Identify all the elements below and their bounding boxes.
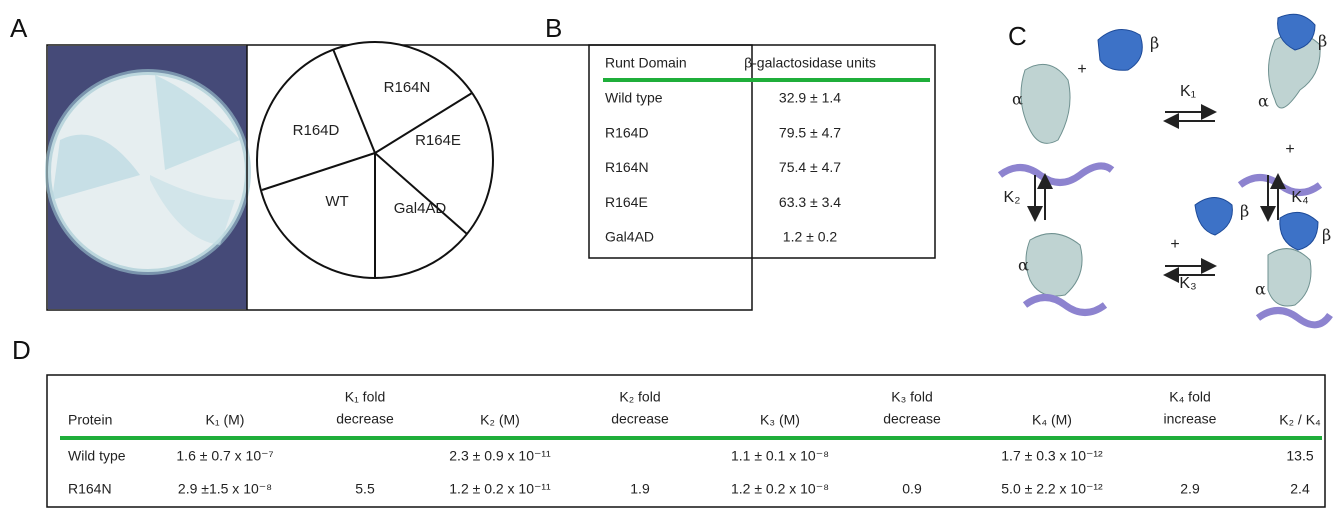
alpha-label: α [1018,256,1029,275]
alpha-protein [1268,249,1311,306]
table-cell: 0.9 [902,481,922,497]
table-cell: 2.9 ±1.5 x 10⁻⁸ [178,481,272,497]
table-d: Protein K₁ (M) K₁ fold decrease K₂ (M) K₂ fol… [47,375,1325,507]
beta-protein [1280,212,1318,250]
column-header: K₃ (M) [760,412,800,428]
alpha-label: α [1012,90,1023,109]
column-header: decrease [883,411,941,427]
table-cell: 2.4 [1290,481,1310,497]
table-cell: 1.2 ± 0.2 [783,229,838,245]
column-header: K₃ fold [891,389,933,405]
beta-label: β [1150,34,1159,53]
rate-constant: K₄ [1291,189,1308,206]
table-cell: Wild type [68,448,126,464]
sector-label: R164N [384,79,431,96]
beta-protein [1098,30,1142,71]
table-cell: 1.1 ± 0.1 x 10⁻⁸ [731,448,829,464]
column-header: K₂ / K₄ [1279,412,1321,428]
column-header: increase [1164,411,1217,427]
column-header: K₁ (M) [206,412,245,428]
column-header: K₄ (M) [1032,412,1072,428]
column-header: decrease [336,411,394,427]
alpha-label: α [1255,280,1266,299]
panel-label: A [10,13,28,43]
panel-label: D [12,335,31,365]
dna [1258,311,1330,325]
alpha-protein [1021,64,1070,143]
table-cell: 13.5 [1286,448,1313,464]
table-cell: 1.2 ± 0.2 x 10⁻⁸ [731,481,829,497]
column-header: β-galactosidase units [744,55,876,71]
alpha-protein [1026,234,1082,296]
rate-constant: K₁ [1180,83,1196,100]
beta-label: β [1322,226,1331,245]
panel-label: C [1008,21,1027,51]
sector-label: Gal4AD [394,200,447,217]
table-cell: 1.6 ± 0.7 x 10⁻⁷ [176,448,273,464]
panel-label: B [545,13,562,43]
column-header: K₂ (M) [480,412,520,428]
plus: + [1285,141,1294,158]
table-cell: 32.9 ± 1.4 [779,90,841,106]
table-cell: R164N [68,481,112,497]
column-header: K₂ fold [619,389,660,405]
table-cell: 5.0 ± 2.2 x 10⁻¹² [1001,481,1103,497]
column-header: K₄ fold [1169,389,1211,405]
table-cell: R164E [605,194,648,210]
sector-label: WT [325,193,348,210]
rate-constant: K₂ [1004,189,1021,206]
column-header: Protein [68,412,112,428]
plus: + [1170,236,1179,253]
figure: A B C D R164N R164D R164E WT Gal4AD Runt… [0,0,1335,515]
beta-label: β [1240,202,1249,221]
dna [1025,298,1105,313]
table-cell: 75.4 ± 4.7 [779,159,841,175]
table-cell: 1.2 ± 0.2 x 10⁻¹¹ [449,481,551,497]
table-cell: 63.3 ± 3.4 [779,194,841,210]
table-cell: 79.5 ± 4.7 [779,124,841,140]
plus: + [1077,61,1086,78]
table-cell: R164D [605,124,649,140]
beta-label: β [1318,32,1327,51]
column-header: decrease [611,411,669,427]
column-header: K₁ fold [345,389,386,405]
plate-panel: R164N R164D R164E WT Gal4AD [47,42,752,310]
table-cell: 1.7 ± 0.3 x 10⁻¹² [1001,448,1103,464]
table-cell: 2.9 [1180,481,1200,497]
table-cell: R164N [605,159,649,175]
table-cell: 1.9 [630,481,650,497]
table-cell: Wild type [605,90,663,106]
alpha-label: α [1258,92,1269,111]
dna [1000,166,1112,183]
beta-protein [1195,198,1232,236]
table-cell: 2.3 ± 0.9 x 10⁻¹¹ [449,448,551,464]
sector-label: R164D [293,122,340,139]
sector-label: R164E [415,132,461,149]
table-cell: 5.5 [355,481,375,497]
column-header: Runt Domain [605,55,687,71]
table-cell: Gal4AD [605,229,654,245]
rate-constant: K₃ [1179,275,1196,292]
binding-scheme: K₁ K₂ K₃ K₄ α α α α β β β β + + + [1000,14,1331,325]
